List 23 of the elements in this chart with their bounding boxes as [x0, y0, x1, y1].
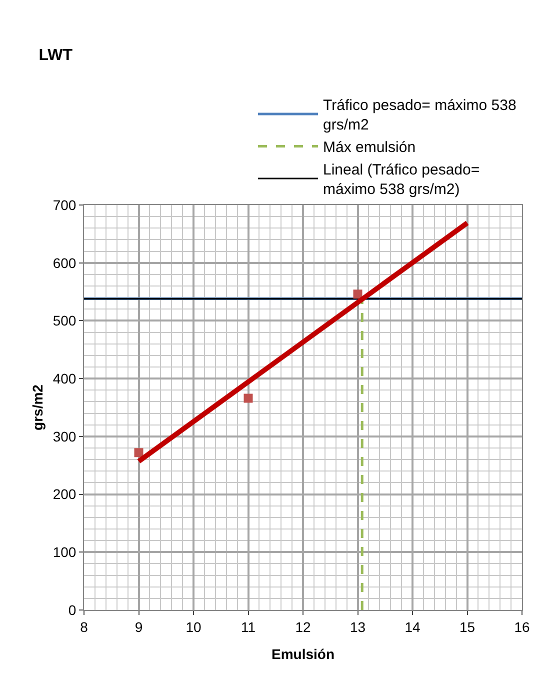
x-axis-title: Emulsión — [271, 646, 335, 662]
y-tick-label: 0 — [68, 602, 76, 618]
x-tick-label: 10 — [186, 618, 202, 635]
y-tick-label: 600 — [52, 254, 76, 271]
legend-label: Tráfico pesado= máximo 538 grs/m2 — [323, 97, 516, 134]
x-tick-label: 14 — [404, 618, 420, 635]
x-tick-label: 12 — [295, 618, 311, 635]
y-tick-label: 700 — [52, 196, 76, 213]
x-tick-label: 13 — [350, 618, 366, 635]
legend-label: Máx emulsión — [323, 139, 416, 156]
y-tick-label: 200 — [52, 486, 76, 502]
y-tick-label: 400 — [52, 370, 76, 386]
y-tick-label: 500 — [52, 312, 76, 329]
x-tick-label: 16 — [514, 618, 530, 635]
x-tick-label: 8 — [80, 618, 88, 635]
x-tick-label: 15 — [459, 618, 476, 635]
x-tick-label: 11 — [240, 618, 256, 635]
x-tick-label: 9 — [134, 618, 143, 635]
legend-label: Lineal (Tráfico pesado= máximo 538 grs/m2) — [323, 162, 480, 198]
chart-title: LWT — [38, 47, 73, 64]
y-tick-label: 100 — [52, 544, 76, 560]
y-tick-label: 300 — [52, 428, 76, 444]
y-axis-title: grs/m2 — [29, 384, 46, 430]
